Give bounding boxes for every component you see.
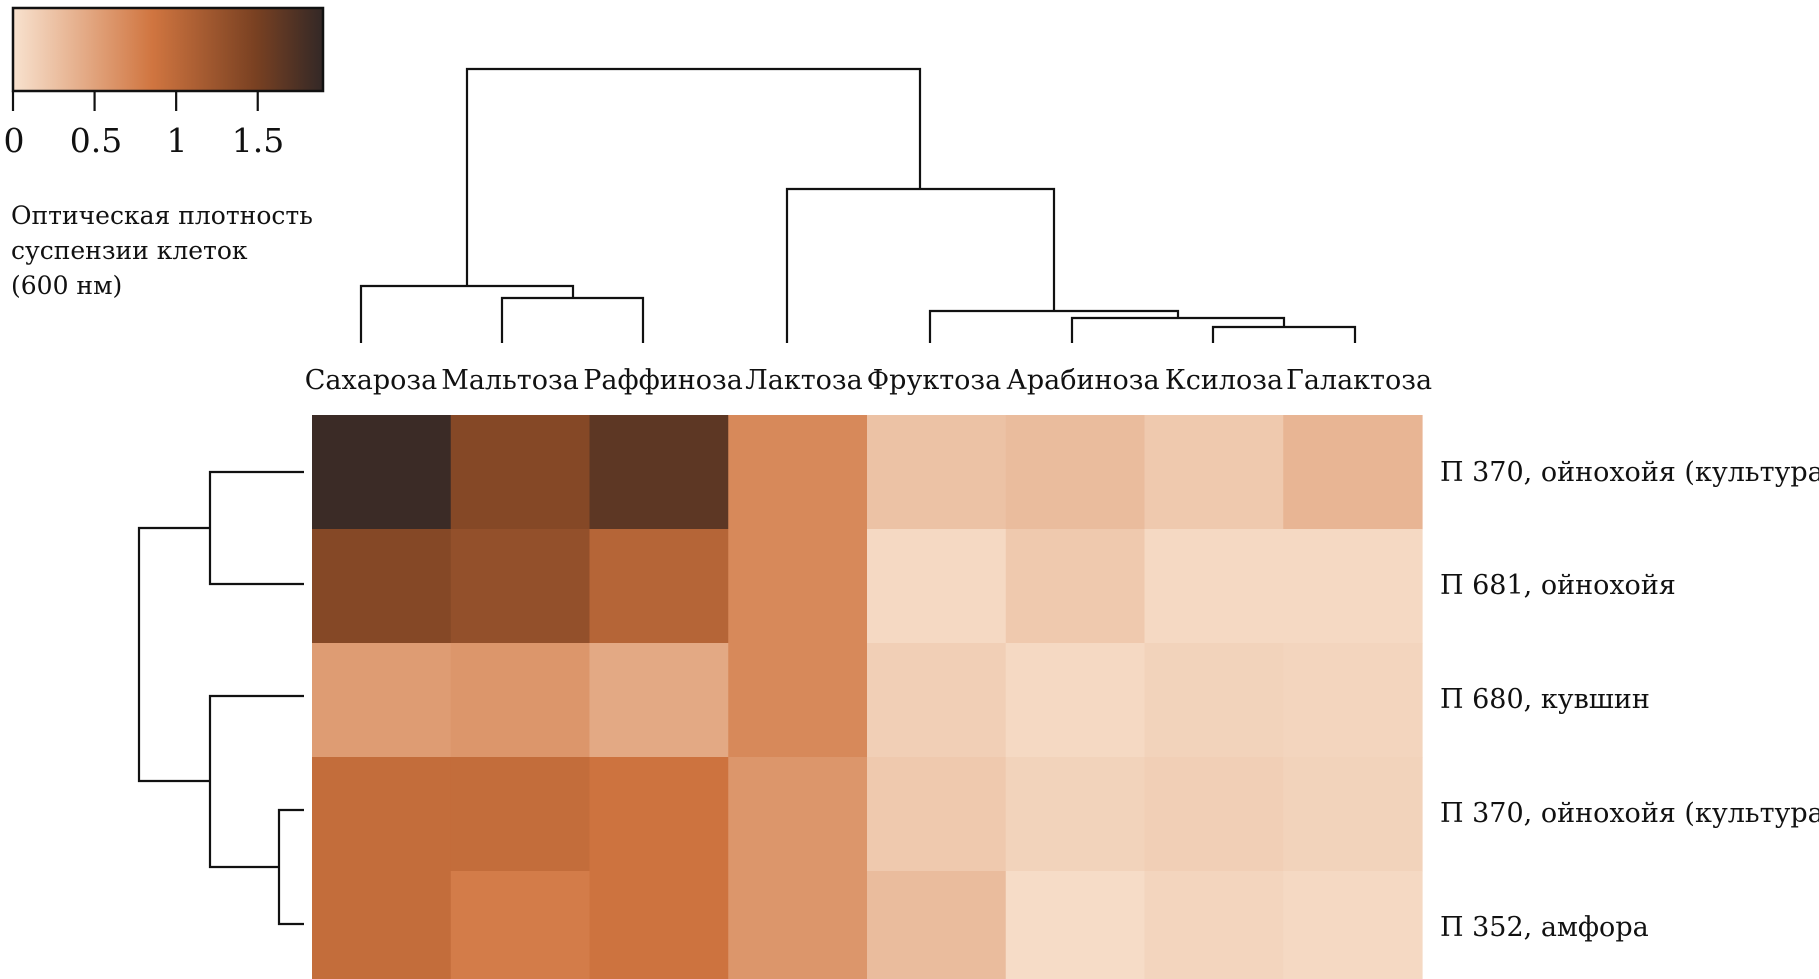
column-label-arabinose: Арабиноза [1006, 365, 1159, 396]
colorbar-title-line-3: (600 нм) [11, 271, 122, 300]
heatmap-cell-r2-c4 [728, 529, 868, 644]
heatmap-cell-r4-c4 [728, 757, 868, 872]
heatmap-cell-r1-c1 [312, 415, 452, 530]
dendro-row-link-root [137, 526, 210, 783]
heatmap-cell-r4-c8 [1283, 757, 1423, 872]
heatmap-cell-r5-c7 [1144, 871, 1284, 979]
heatmap-cell-r5-c4 [728, 871, 868, 979]
dendro-col-link-lactose-cluster [785, 187, 1056, 343]
heatmap-cell-r1-c3 [589, 415, 729, 530]
heatmap-cell-r5-c3 [589, 871, 729, 979]
heatmap-cell-r3-c8 [1283, 643, 1423, 758]
heatmap-cell-r5-c1 [312, 871, 452, 979]
heatmap-cells [312, 415, 1423, 979]
row-label-p680: П 680, кувшин [1440, 684, 1650, 715]
heatmap-cell-r5-c5 [867, 871, 1007, 979]
colorbar-title-line-1: Оптическая плотность [11, 201, 313, 230]
heatmap-cell-r1-c7 [1144, 415, 1284, 530]
heatmap-cell-r4-c6 [1005, 757, 1146, 872]
heatmap-cell-r4-c7 [1144, 757, 1284, 872]
heatmap-cell-r5-c8 [1283, 871, 1423, 979]
dendro-row-link-p680-cluster [208, 694, 304, 869]
row-dendrogram [137, 470, 304, 926]
column-label-maltose: Мальтоза [441, 365, 579, 396]
heatmap-cell-r3-c6 [1005, 643, 1146, 758]
heatmap-cell-r3-c3 [589, 643, 729, 758]
colorbar-tick-2: 1 [167, 121, 188, 160]
colorbar: 0 0.5 1 1.5 Оптическая плотность суспенз… [4, 6, 325, 300]
row-label-p370-culture-1: П 370, ойнохойя (культура 1) [1440, 457, 1819, 488]
dendro-col-link-fructose-cluster [928, 309, 1180, 343]
dendro-col-link-root [465, 67, 922, 286]
heatmap-cell-r2-c8 [1283, 529, 1423, 644]
heatmap-cell-r1-c4 [728, 415, 868, 530]
colorbar-tick-0: 0 [4, 121, 25, 160]
heatmap-cell-r2-c1 [312, 529, 452, 644]
colorbar-gradient [11, 6, 325, 93]
dendro-row-link-p370c1-p681 [208, 470, 304, 586]
column-label-galactose: Галактоза [1286, 365, 1432, 396]
row-label-p370-culture-2: П 370, ойнохойя (культура 2) [1440, 798, 1819, 829]
heatmap-cell-r2-c2 [450, 529, 591, 644]
dendro-row-link-p370c2-p352 [277, 808, 304, 926]
heatmap-cell-r1-c2 [450, 415, 591, 530]
heatmap-cell-r3-c1 [312, 643, 452, 758]
heatmap-cell-r2-c6 [1005, 529, 1146, 644]
dendro-col-link-maltose-raffinose [500, 296, 645, 343]
column-label-xylose: Ксилоза [1165, 365, 1283, 396]
heatmap-cell-r2-c7 [1144, 529, 1284, 644]
colorbar-title-line-2: суспензии клеток [11, 236, 248, 265]
colorbar-tick-3: 1.5 [232, 121, 284, 160]
heatmap-cell-r3-c2 [450, 643, 591, 758]
row-label-p352: П 352, амфора [1440, 912, 1649, 943]
heatmap-cell-r3-c5 [867, 643, 1007, 758]
heatmap-cell-r2-c5 [867, 529, 1007, 644]
column-label-sucrose: Сахароза [305, 365, 437, 396]
heatmap-cell-r3-c4 [728, 643, 868, 758]
heatmap-cell-r1-c8 [1283, 415, 1423, 530]
row-label-p681: П 681, ойнохойя [1440, 570, 1676, 601]
heatmap-cell-r4-c3 [589, 757, 729, 872]
column-label-fructose: Фруктоза [867, 365, 1001, 396]
dendro-col-link-sucrose-cluster [359, 284, 575, 343]
colorbar-tick-1: 0.5 [70, 121, 122, 160]
dendro-col-link-xylose-galactose [1211, 325, 1357, 343]
heatmap-cell-r1-c5 [867, 415, 1007, 530]
heatmap-cell-r2-c3 [589, 529, 729, 644]
heatmap-cell-r4-c2 [450, 757, 591, 872]
heatmap-cell-r4-c1 [312, 757, 452, 872]
column-labels: Сахароза Мальтоза Раффиноза Лактоза Фрук… [305, 365, 1432, 396]
column-dendrogram [359, 67, 1357, 343]
colorbar-ticks [11, 91, 259, 111]
row-labels: П 370, ойнохойя (культура 1) П 681, ойно… [1440, 457, 1819, 943]
dendro-col-link-arabinose-cluster [1070, 316, 1286, 343]
column-label-lactose: Лактоза [745, 365, 863, 396]
column-label-raffinose: Раффиноза [583, 365, 743, 396]
heatmap-cell-r4-c5 [867, 757, 1007, 872]
heatmap-cell-r1-c6 [1005, 415, 1146, 530]
heatmap-cell-r5-c6 [1005, 871, 1146, 979]
heatmap-cell-r3-c7 [1144, 643, 1284, 758]
heatmap-cell-r5-c2 [450, 871, 591, 979]
